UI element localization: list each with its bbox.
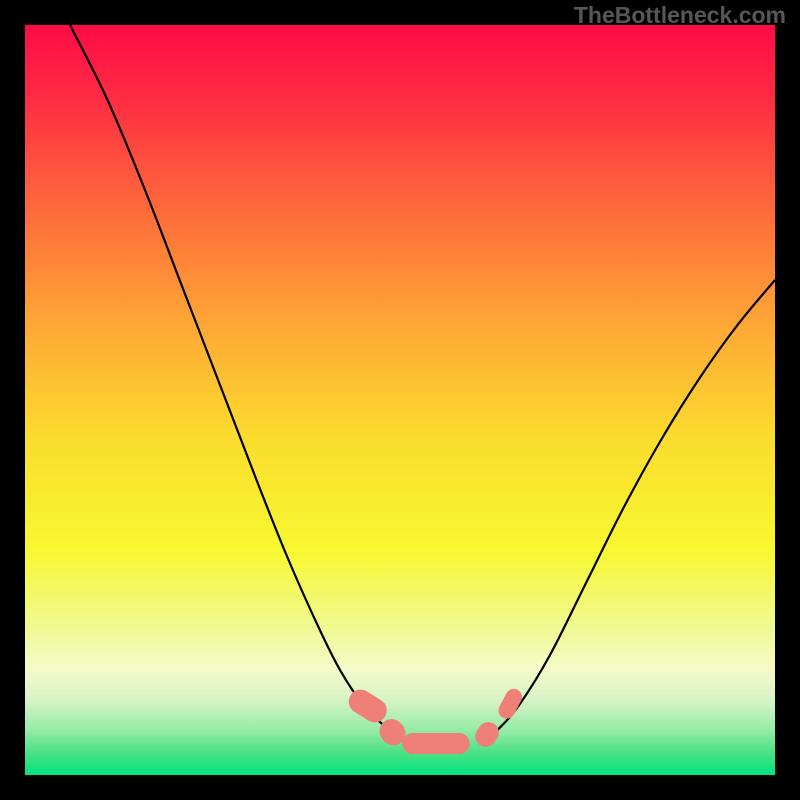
watermark-text: TheBottleneck.com (574, 2, 786, 29)
gradient-background (25, 25, 775, 775)
highlight-segment (402, 733, 470, 754)
bottleneck-chart (0, 0, 800, 800)
chart-frame: TheBottleneck.com (0, 0, 800, 800)
